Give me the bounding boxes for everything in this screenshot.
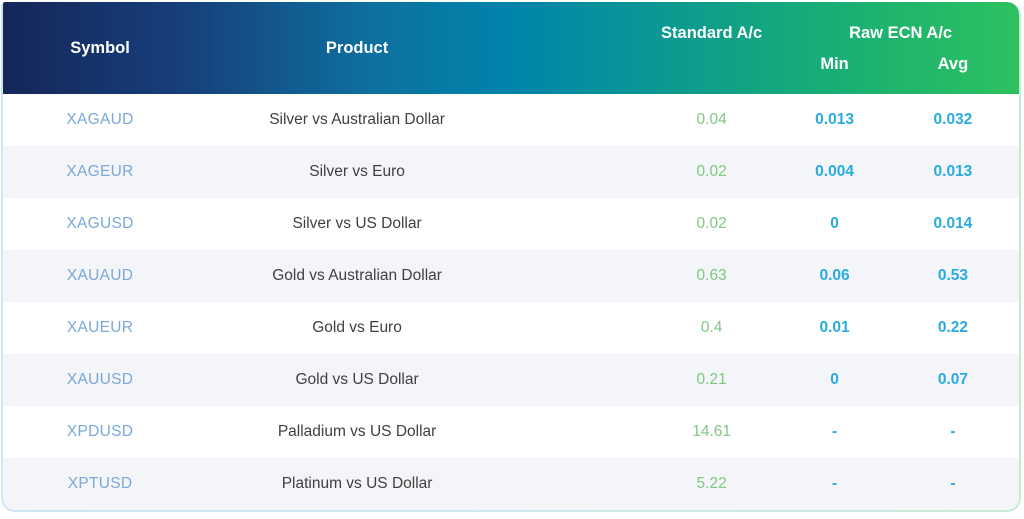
ecn-avg-value: 0.013	[933, 163, 973, 180]
ecn-min-value: 0.013	[815, 111, 854, 128]
ecn-min-value: 0.01	[819, 319, 850, 336]
ecn-min-value: 0.004	[815, 163, 854, 180]
symbol-link[interactable]: XPTUSD	[67, 475, 133, 492]
column-header-raw-ecn-ac: Raw ECN A/c	[849, 23, 953, 42]
standard-value: 0.02	[696, 215, 727, 232]
symbol-link[interactable]: XAUEUR	[66, 319, 134, 336]
table-header: Symbol Product Standard A/c Raw ECN A/c …	[3, 2, 1019, 94]
table-row: XAUAUD Gold vs Australian Dollar 0.63 0.…	[3, 250, 1019, 302]
standard-value: 5.22	[696, 475, 727, 492]
symbol-link[interactable]: XPDUSD	[66, 423, 134, 440]
table-row: XAGUSD Silver vs US Dollar 0.02 0 0.014	[3, 198, 1019, 250]
product-name: Silver vs Australian Dollar	[269, 111, 445, 128]
product-name: Gold vs US Dollar	[295, 371, 419, 388]
standard-value: 0.63	[696, 267, 727, 284]
product-name: Gold vs Euro	[312, 319, 402, 336]
column-header-product: Product	[325, 38, 389, 57]
product-name: Silver vs Euro	[309, 163, 405, 180]
symbol-link[interactable]: XAUAUD	[66, 267, 134, 284]
symbol-link[interactable]: XAGAUD	[66, 111, 134, 128]
ecn-avg-value: 0.014	[933, 215, 973, 232]
table-row: XPDUSD Palladium vs US Dollar 14.61 - -	[3, 406, 1019, 458]
column-header-min: Min	[820, 55, 849, 73]
symbol-link[interactable]: XAGEUR	[66, 163, 134, 180]
product-name: Silver vs US Dollar	[292, 215, 422, 232]
column-header-standard-ac: Standard A/c	[661, 23, 763, 42]
ecn-avg-value: 0.07	[937, 371, 968, 388]
table-row: XAUUSD Gold vs US Dollar 0.21 0 0.07	[3, 354, 1019, 406]
product-name: Gold vs Australian Dollar	[272, 267, 442, 284]
product-name: Palladium vs US Dollar	[277, 423, 437, 440]
table-row: XAGEUR Silver vs Euro 0.02 0.004 0.013	[3, 146, 1019, 198]
spreads-table: Symbol Product Standard A/c Raw ECN A/c …	[1, 2, 1021, 512]
ecn-min-value: 0	[830, 215, 839, 232]
ecn-min-value: -	[831, 423, 838, 440]
ecn-avg-value: 0.53	[937, 267, 968, 284]
standard-value: 0.4	[700, 319, 723, 336]
product-name: Platinum vs US Dollar	[281, 475, 433, 492]
symbol-link[interactable]: XAUUSD	[66, 371, 134, 388]
table-row: XAGAUD Silver vs Australian Dollar 0.04 …	[3, 94, 1019, 146]
ecn-avg-value: 0.032	[933, 111, 973, 128]
ecn-min-value: 0	[830, 371, 839, 388]
ecn-min-value: -	[831, 475, 838, 492]
standard-value: 0.02	[696, 163, 727, 180]
table-row: XAUEUR Gold vs Euro 0.4 0.01 0.22	[3, 302, 1019, 354]
column-header-symbol: Symbol	[70, 38, 130, 57]
standard-value: 0.21	[696, 371, 727, 388]
ecn-min-value: 0.06	[819, 267, 850, 284]
symbol-link[interactable]: XAGUSD	[66, 215, 134, 232]
ecn-avg-value: -	[950, 423, 956, 440]
ecn-avg-value: 0.22	[937, 319, 968, 336]
standard-value: 14.61	[692, 423, 732, 440]
column-header-avg: Avg	[937, 55, 969, 73]
ecn-avg-value: -	[950, 475, 956, 492]
table-row: XPTUSD Platinum vs US Dollar 5.22 - -	[3, 458, 1019, 510]
spreads-table-inner: Symbol Product Standard A/c Raw ECN A/c …	[3, 2, 1019, 510]
standard-value: 0.04	[696, 111, 727, 128]
